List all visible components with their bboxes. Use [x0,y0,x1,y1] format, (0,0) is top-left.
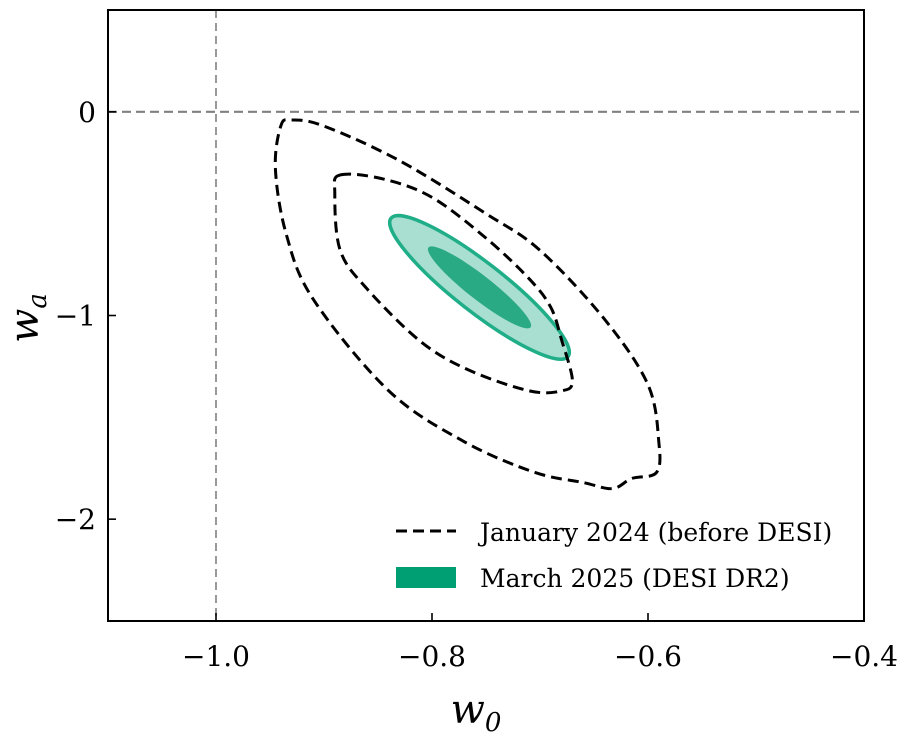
y-tick-label: −1 [55,300,96,333]
y-tick-label: 0 [78,96,96,129]
legend-label-march-2025: March 2025 (DESI DR2) [480,564,790,593]
y-tick-label: −2 [55,503,96,536]
plot-area [108,10,864,621]
y-axis-label: wa [2,293,53,343]
legend: January 2024 (before DESI) March 2025 (D… [396,518,832,593]
x-tick-label: −1.0 [182,640,250,673]
x-tick-label: −0.8 [398,640,466,673]
jan-2024-inner-contour [332,172,574,395]
legend-patch-swatch [396,567,456,588]
desi-dr2-inner-contour [427,246,532,329]
x-tick-label: −0.6 [614,640,682,673]
axes: −1.0 −0.8 −0.6 −0.4 0 −1 −2 [55,96,898,673]
x-axis-label: w0 [451,687,502,738]
jan-2024-outer-contour [273,118,662,491]
legend-label-january-2024: January 2024 (before DESI) [477,518,832,547]
x-tick-label: −0.4 [830,640,898,673]
